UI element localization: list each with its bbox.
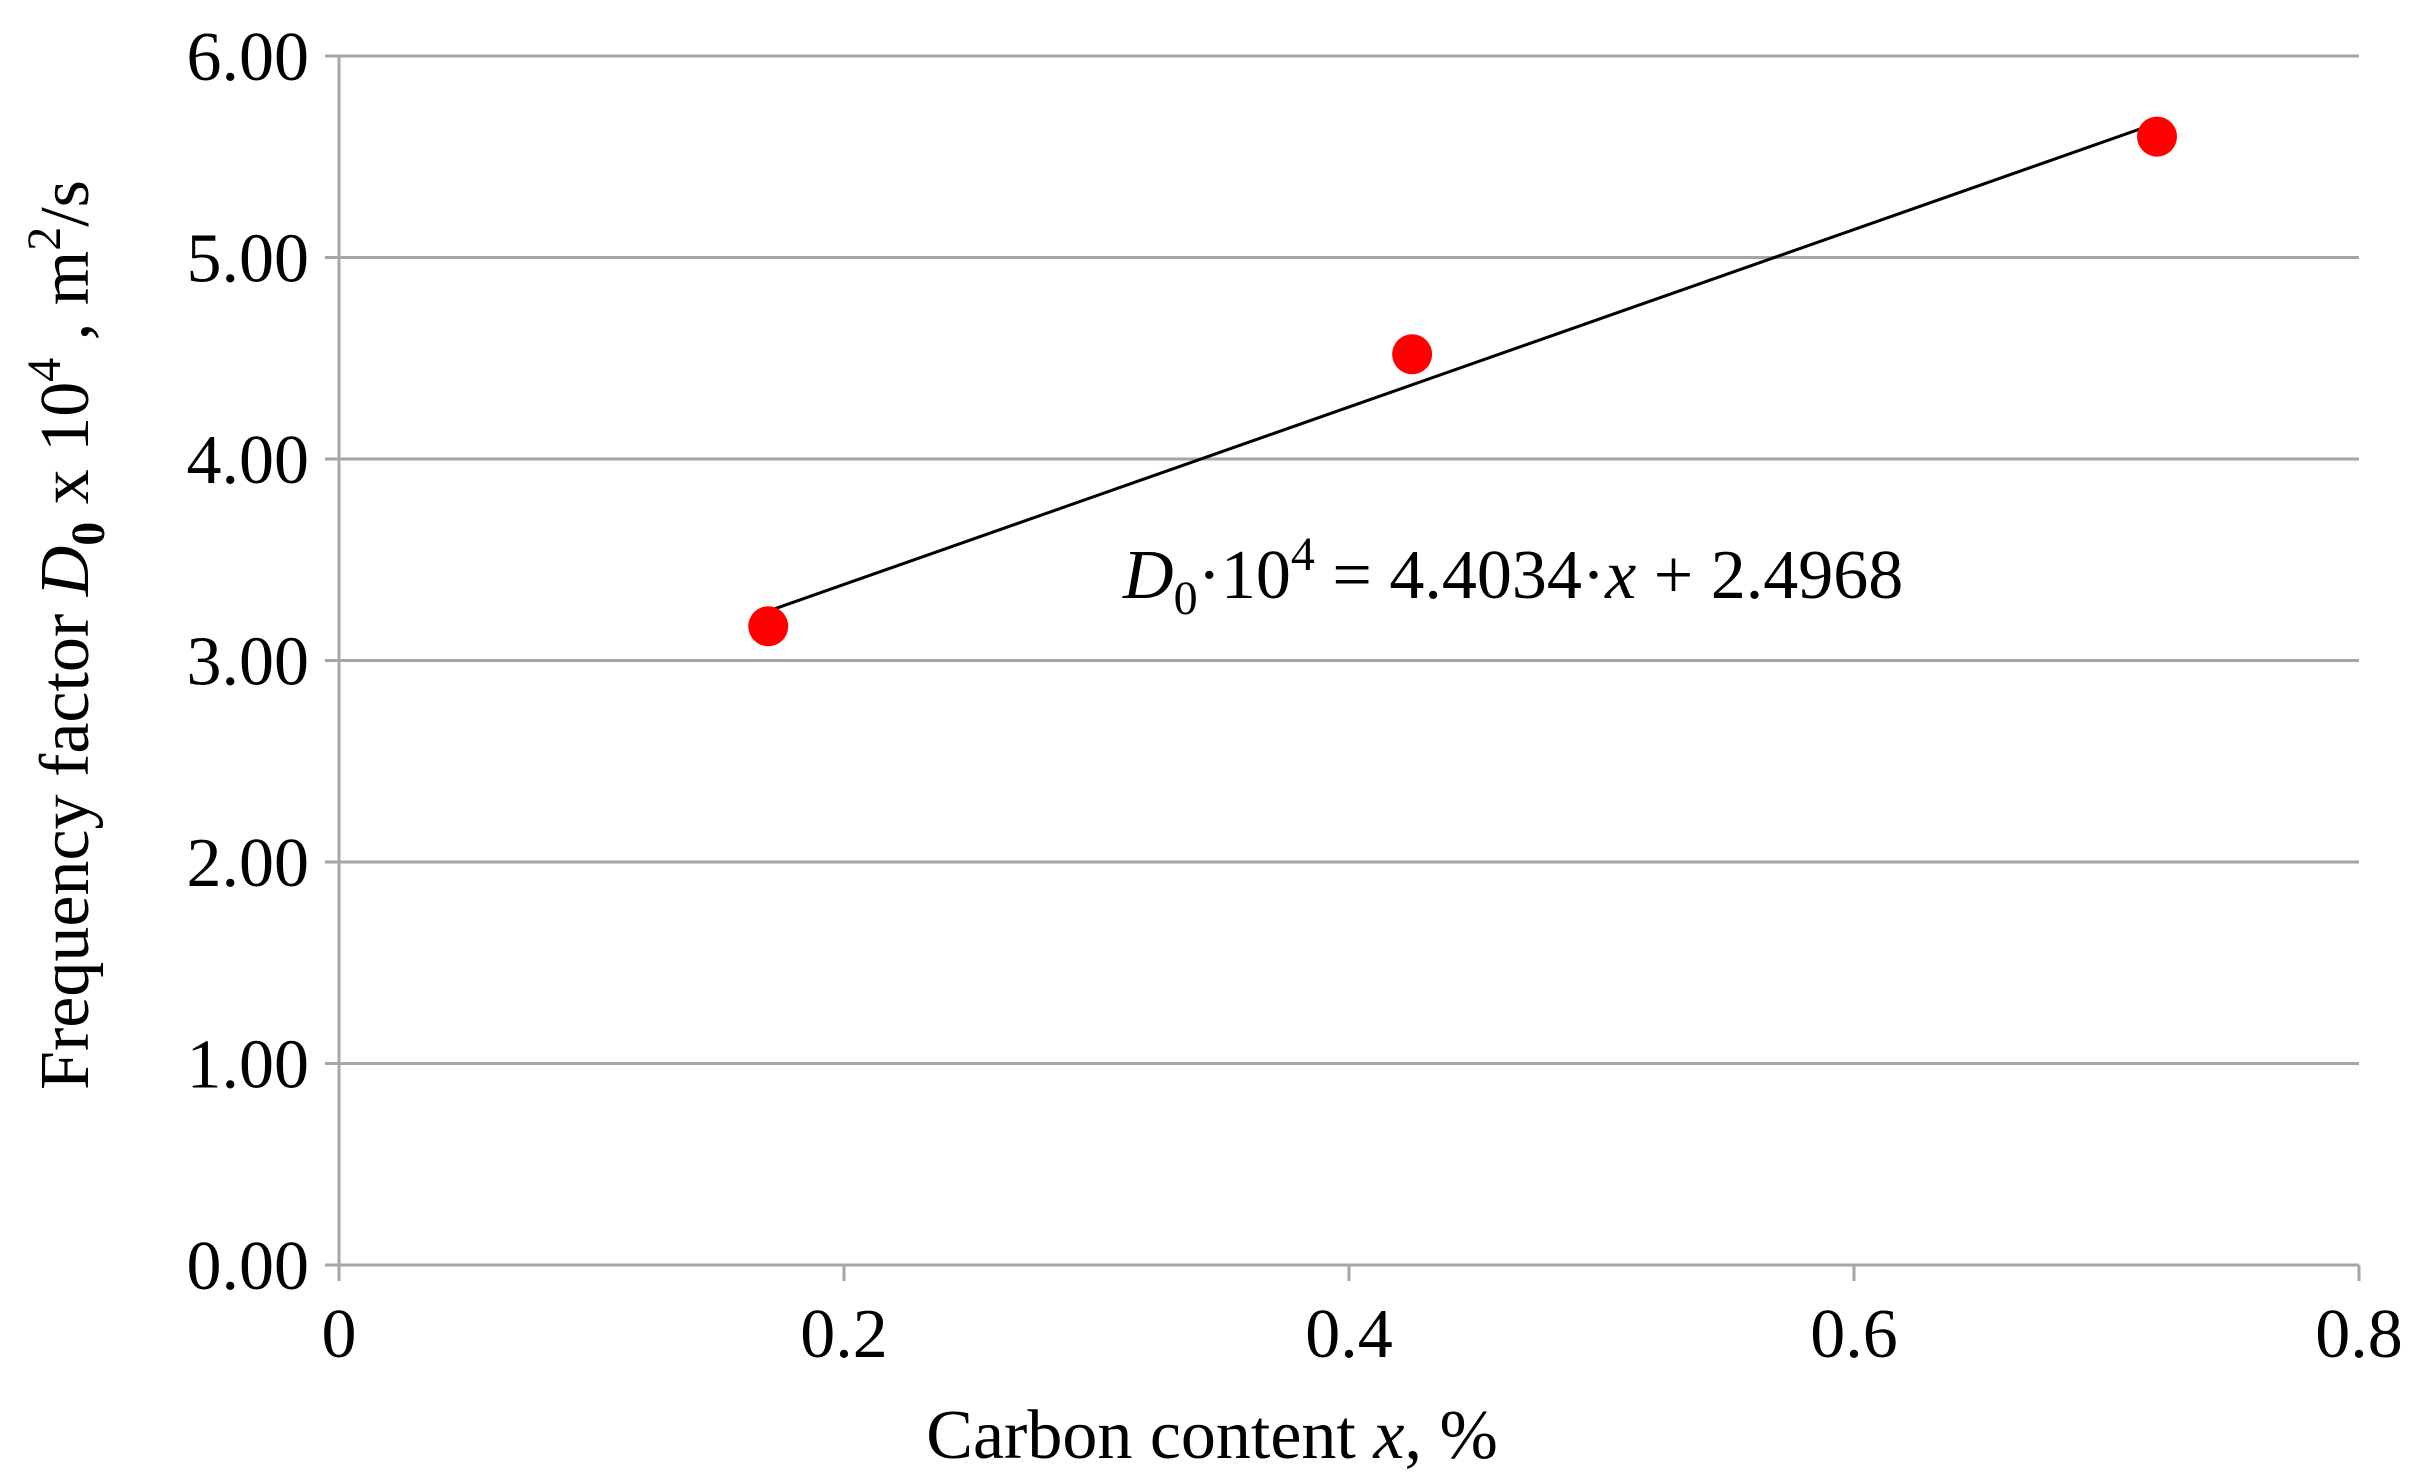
x-tick-label: 0.2	[800, 1296, 888, 1373]
equation-symbol-subscript: 0	[1174, 572, 1198, 625]
y-axis-title-prefix: Frequency factor	[27, 596, 104, 1090]
grid-lines	[339, 54, 2359, 1065]
y-axis-title-unit-tail: /s	[27, 180, 104, 227]
data-points	[748, 116, 2177, 647]
data-point	[748, 606, 789, 647]
tick-labels: 0.00 1.00 2.00 3.00 4.00 5.00 6.00 0 0.2 0.4 0.6 0.…	[187, 19, 2403, 1373]
y-tick-label: 6.00	[187, 19, 310, 96]
linear-trendline	[767, 121, 2158, 613]
y-axis-title-exponent: 4	[18, 358, 71, 382]
y-tick-label: 1.00	[187, 1027, 310, 1104]
y-tick-label: 5.00	[187, 221, 310, 298]
x-tick-label: 0	[322, 1296, 357, 1373]
x-axis-title-prefix: Carbon content	[926, 1397, 1373, 1474]
data-point	[1392, 334, 1433, 375]
y-axis-title-unit-exponent: 2	[18, 227, 71, 251]
regression-equation: D0·104 = 4.4034·x + 2.4968	[1122, 528, 1903, 625]
x-axis-title: Carbon content x, %	[926, 1397, 1498, 1474]
x-axis-title-variable: x	[1372, 1397, 1404, 1474]
y-axis-title: Frequency factor D0 x 104 , m2/s	[18, 180, 115, 1090]
y-axis-title-symbol: D	[27, 546, 104, 598]
equation-variable: x	[1604, 537, 1636, 614]
y-tick-label: 2.00	[187, 825, 310, 902]
y-axis-title-unit: , m	[27, 251, 104, 358]
y-tick-label: 4.00	[187, 422, 310, 499]
y-tick-label: 3.00	[187, 624, 310, 701]
trendline-layer	[767, 121, 2158, 613]
y-axis-title-subscript: 0	[62, 522, 115, 546]
x-tick-label: 0.4	[1305, 1296, 1393, 1373]
equation-rhs2: + 2.4968	[1636, 537, 1903, 614]
x-tick-label: 0.6	[1810, 1296, 1898, 1373]
equation-symbol: D	[1122, 537, 1174, 614]
x-tick-label: 0.8	[2315, 1296, 2403, 1373]
y-axis-title-mid: x 10	[27, 382, 104, 522]
x-axis-title-suffix: , %	[1404, 1397, 1497, 1474]
equation-mid: ·10	[1198, 537, 1291, 614]
axes	[325, 54, 2361, 1281]
data-point	[2137, 116, 2177, 157]
y-tick-label: 0.00	[187, 1228, 310, 1305]
equation-exponent: 4	[1291, 528, 1315, 581]
equation-rhs1: = 4.4034·	[1315, 537, 1605, 614]
